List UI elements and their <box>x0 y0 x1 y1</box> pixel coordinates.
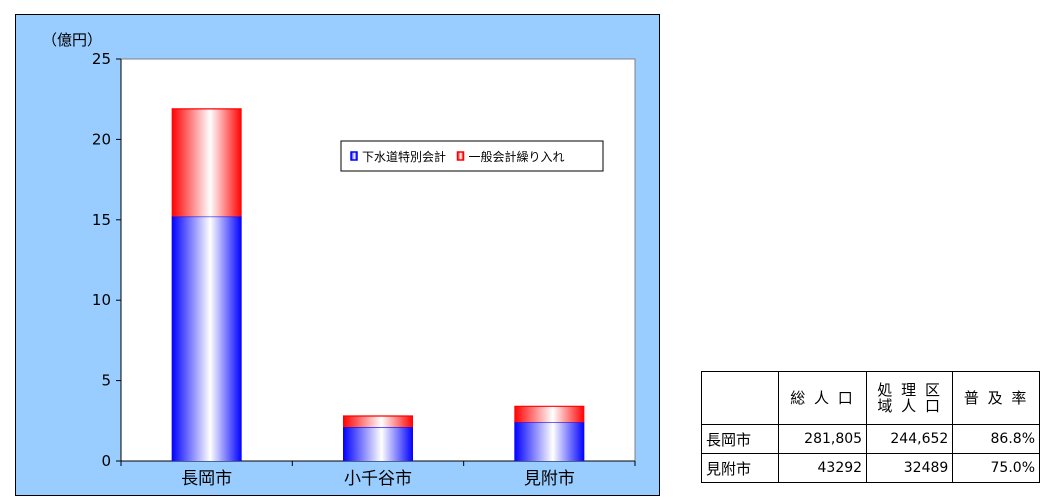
bar-segment <box>171 216 242 461</box>
y-tick-label: 20 <box>92 130 111 148</box>
table-row: 見附市 43292 32489 75.0% <box>701 453 1040 483</box>
bar-segment <box>343 415 413 428</box>
y-tick-label: 0 <box>101 452 111 470</box>
table-cell-coverage-rate: 86.8% <box>952 424 1040 454</box>
table-cell-served-population: 244,652 <box>866 424 954 454</box>
table-header-corner <box>701 371 779 425</box>
population-table: 総 人 口 処 理 区 域 人 口 普 及 率 長岡市 281,805 244,… <box>701 371 1040 483</box>
table-cell-served-population: 32489 <box>866 453 954 483</box>
legend-swatch <box>456 151 465 161</box>
y-tick-label: 5 <box>101 372 111 390</box>
bar-segment <box>514 422 585 461</box>
y-tick-label: 25 <box>92 50 111 68</box>
bar-segment <box>514 406 585 423</box>
table-row: 長岡市 281,805 244,652 86.8% <box>701 424 1040 454</box>
y-tick-label: 10 <box>92 291 111 309</box>
table-header-total-population: 総 人 口 <box>777 371 868 425</box>
x-tick-label: 長岡市 <box>181 469 232 489</box>
table-header-coverage-rate: 普 及 率 <box>952 371 1040 425</box>
bar-segment <box>343 427 413 461</box>
y-unit-label: （億円） <box>42 31 103 49</box>
legend-swatch <box>350 151 358 161</box>
table-cell-coverage-rate: 75.0% <box>952 453 1040 483</box>
bar-segment <box>171 108 242 217</box>
legend-box <box>340 140 604 172</box>
legend-label: 下水道特別会計 <box>362 149 446 164</box>
legend-label: 一般会計繰り入れ <box>469 149 565 164</box>
x-tick-label: 見附市 <box>524 469 575 489</box>
y-tick-label: 15 <box>92 211 111 229</box>
table-cell-city: 長岡市 <box>701 424 779 454</box>
table-header-served-population: 処 理 区 域 人 口 <box>866 371 954 425</box>
x-tick-label: 小千谷市 <box>344 469 412 489</box>
table-cell-total-population: 43292 <box>777 453 868 483</box>
chart-svg: 0 5 10 15 20 25 長岡市 小千谷市 見附市 下水道特別会計 一般会計繰り入れ <box>92 50 636 489</box>
table-cell-total-population: 281,805 <box>777 424 868 454</box>
table-cell-city: 見附市 <box>701 453 779 483</box>
chart-frame: 0 5 10 15 20 25 長岡市 小千谷市 見附市 下水道特別会計 一般会計繰り入れ （億円） <box>15 14 660 496</box>
table-header-row: 総 人 口 処 理 区 域 人 口 普 及 率 <box>701 371 1040 425</box>
